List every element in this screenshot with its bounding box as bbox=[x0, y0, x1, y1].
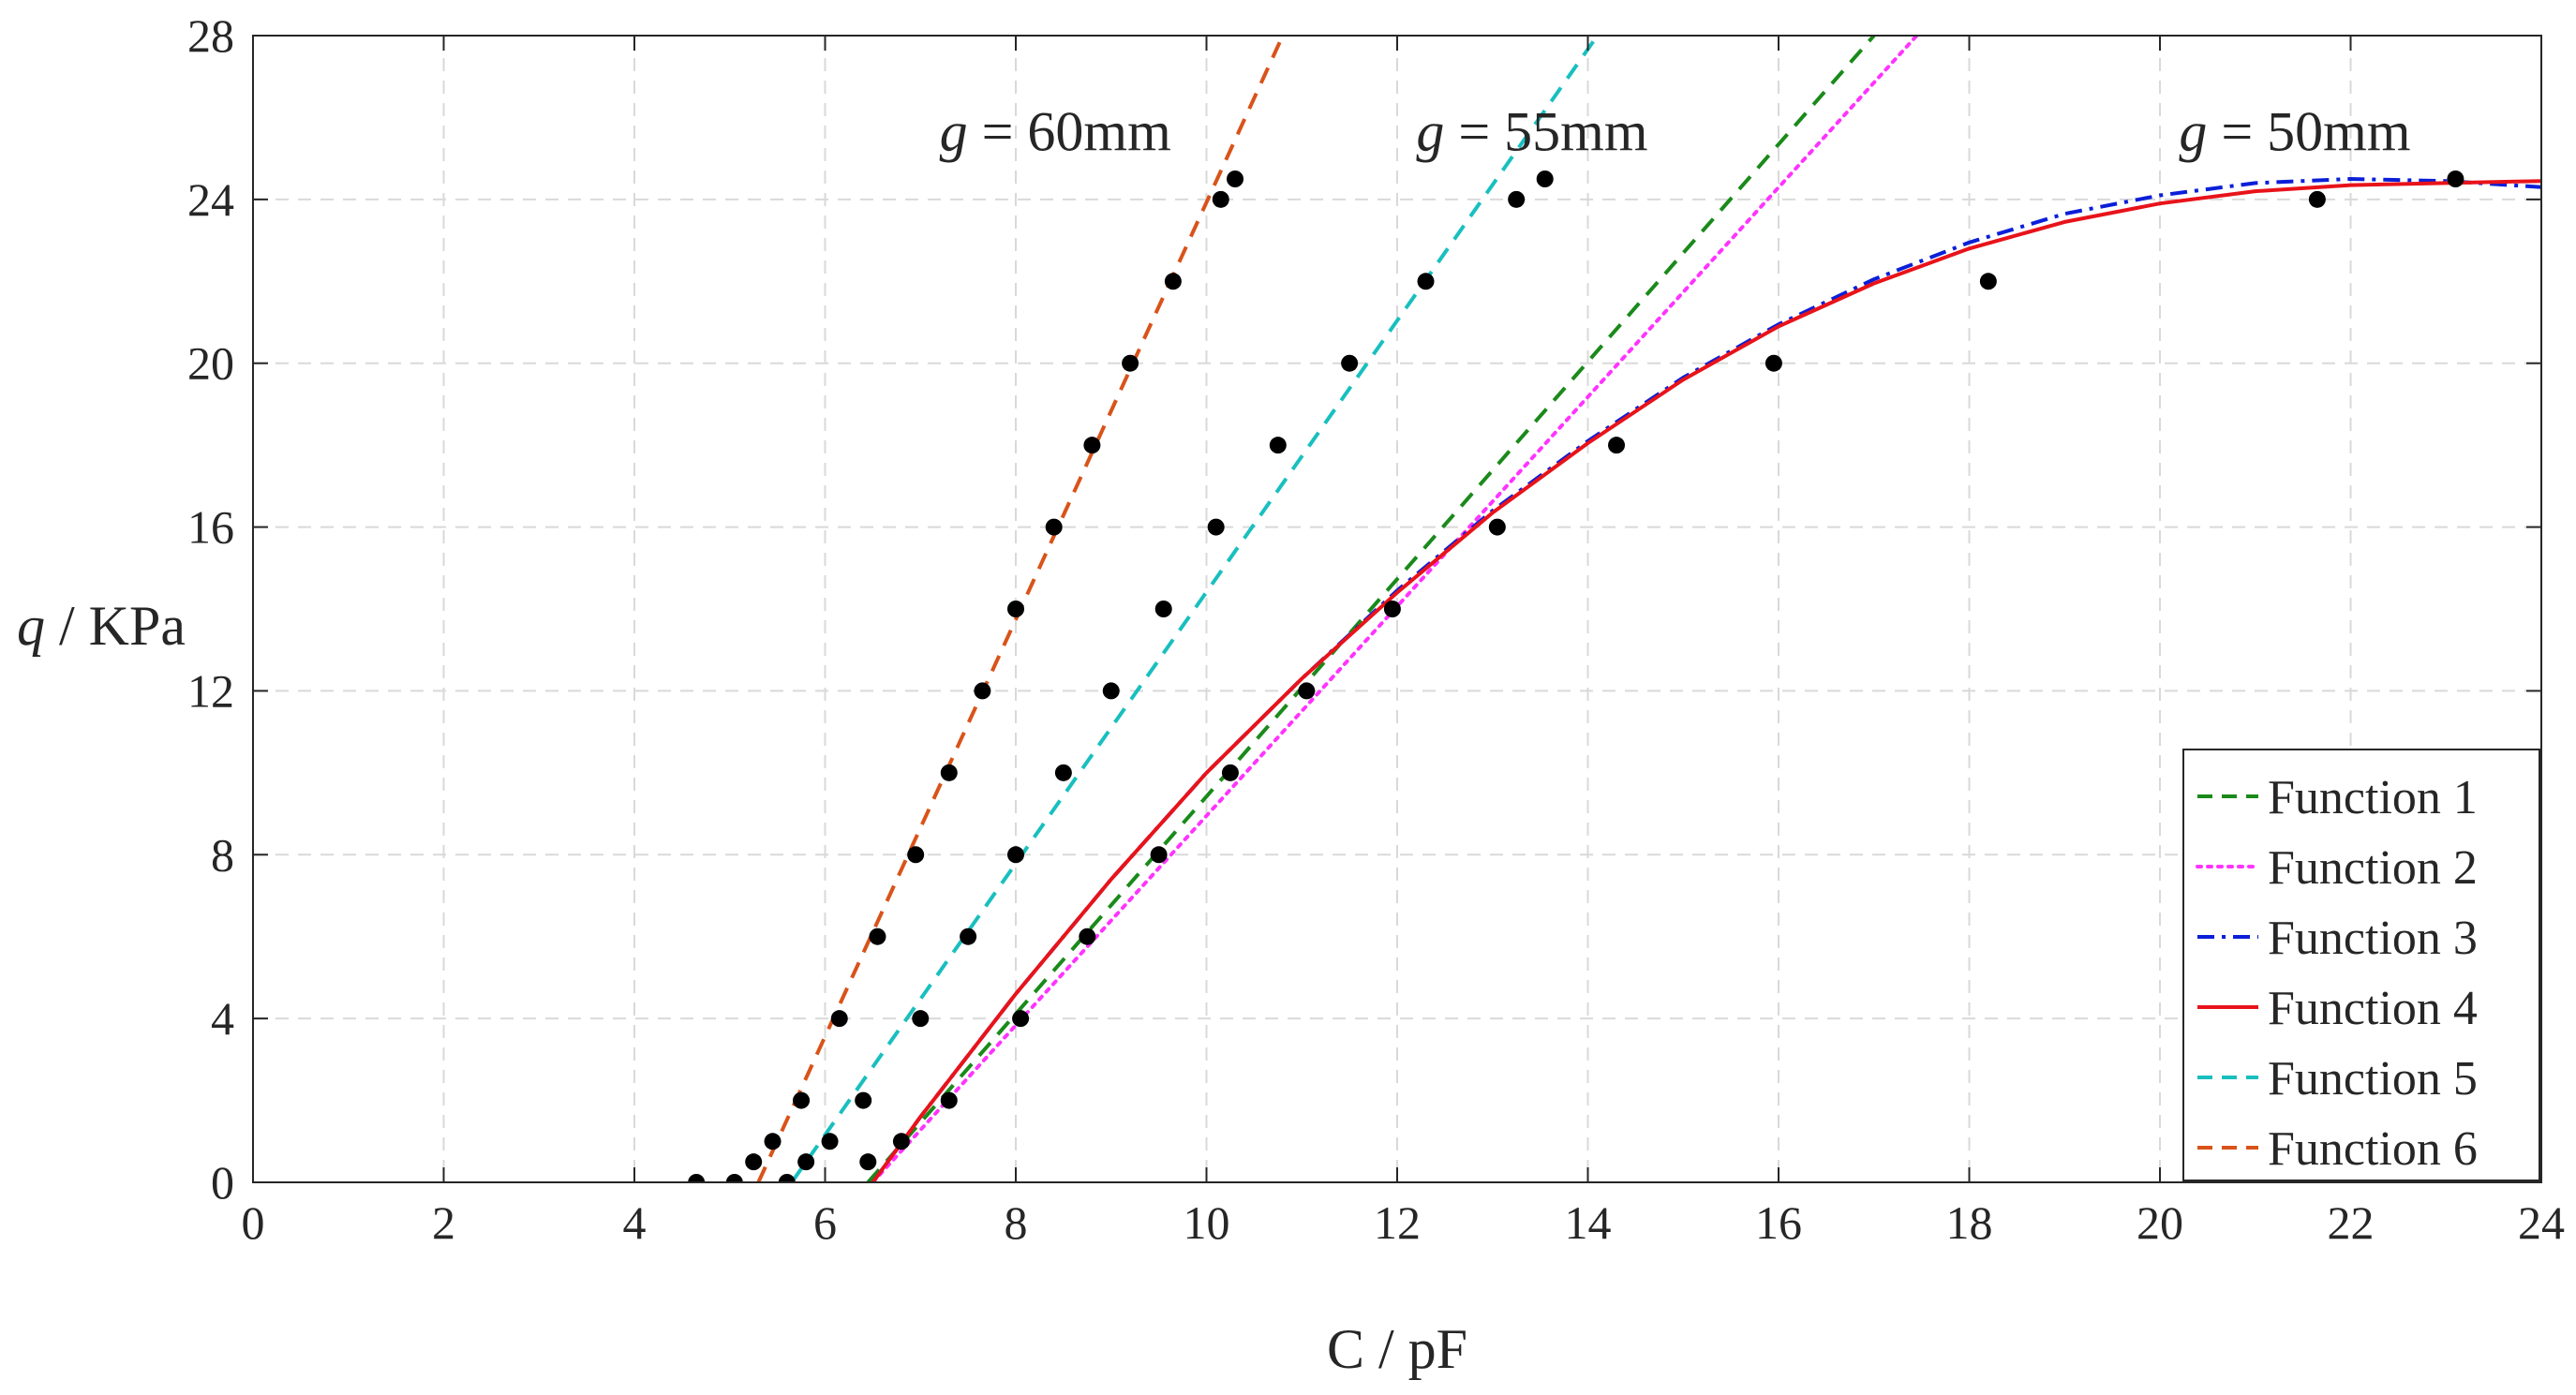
data-point bbox=[974, 682, 991, 700]
annotation-variable: g bbox=[2179, 100, 2207, 162]
y-tick-label: 12 bbox=[187, 664, 234, 717]
legend-label: Function 4 bbox=[2268, 982, 2478, 1035]
data-point bbox=[1054, 764, 1072, 781]
data-points bbox=[688, 171, 2464, 1182]
y-axis-label: q / KPa bbox=[17, 595, 186, 657]
data-point bbox=[793, 1091, 811, 1109]
data-point bbox=[1079, 928, 1096, 945]
data-point bbox=[688, 1174, 706, 1182]
data-point bbox=[940, 764, 958, 781]
data-point bbox=[1122, 354, 1139, 372]
data-point bbox=[940, 1091, 958, 1109]
data-point bbox=[797, 1153, 815, 1171]
data-point bbox=[1007, 846, 1024, 864]
y-tick-label: 16 bbox=[187, 501, 234, 554]
series-line-function-4 bbox=[871, 179, 2541, 1182]
legend-box bbox=[2182, 749, 2540, 1181]
data-point bbox=[1227, 171, 1244, 187]
data-point bbox=[1979, 273, 1997, 290]
annotations: g = 60mm g = 55mm g = 50mm bbox=[940, 100, 2411, 162]
data-point bbox=[1164, 273, 1182, 290]
data-point bbox=[1012, 1010, 1030, 1028]
data-point bbox=[960, 928, 977, 945]
data-point bbox=[821, 1133, 839, 1150]
data-point bbox=[1508, 190, 1526, 208]
data-point bbox=[1608, 437, 1626, 454]
data-point bbox=[859, 1153, 877, 1171]
legend-label: Function 2 bbox=[2268, 841, 2478, 895]
data-point bbox=[1150, 846, 1168, 864]
annotation-variable: g bbox=[1416, 100, 1444, 162]
data-point bbox=[2447, 171, 2464, 187]
data-point bbox=[745, 1153, 763, 1171]
data-point bbox=[1212, 190, 1229, 208]
data-point bbox=[892, 1133, 910, 1150]
x-tick-label: 20 bbox=[2137, 1196, 2183, 1249]
y-tick-label: 4 bbox=[211, 992, 234, 1045]
x-tick-label: 12 bbox=[1374, 1196, 1421, 1249]
data-point bbox=[725, 1174, 743, 1182]
data-point bbox=[855, 1091, 872, 1109]
legend-label: Function 6 bbox=[2268, 1122, 2478, 1176]
data-point bbox=[1007, 601, 1024, 617]
x-tick-label: 4 bbox=[623, 1196, 647, 1249]
y-tick-label: 28 bbox=[187, 9, 234, 62]
data-point bbox=[764, 1133, 782, 1150]
x-tick-label: 14 bbox=[1565, 1196, 1612, 1249]
data-point bbox=[1207, 518, 1225, 536]
y-tick-label: 24 bbox=[187, 173, 234, 226]
legend-label: Function 1 bbox=[2268, 771, 2478, 824]
data-point bbox=[1083, 437, 1101, 454]
y-axis-variable: q bbox=[17, 595, 45, 657]
data-point bbox=[869, 928, 886, 945]
series-line-function-5 bbox=[790, 36, 1600, 1182]
data-point bbox=[1221, 764, 1239, 781]
x-tick-label: 18 bbox=[1946, 1196, 1993, 1249]
x-tick-label: 8 bbox=[1005, 1196, 1028, 1249]
data-point bbox=[778, 1174, 796, 1182]
x-tick-label: 16 bbox=[1755, 1196, 1802, 1249]
legend-label: Function 3 bbox=[2268, 912, 2478, 965]
annotation-value: = 60mm bbox=[968, 100, 1171, 162]
gap-annotation: g = 50mm bbox=[2179, 100, 2410, 162]
data-point bbox=[1269, 437, 1287, 454]
annotation-value: = 55mm bbox=[1444, 100, 1647, 162]
data-point bbox=[907, 846, 925, 864]
data-point bbox=[1383, 601, 1401, 617]
data-point bbox=[2308, 190, 2326, 208]
x-tick-label: 6 bbox=[813, 1196, 837, 1249]
annotation-variable: g bbox=[940, 100, 968, 162]
legend: Function 1 Function 2 Function 3 Function 4… bbox=[2182, 749, 2540, 1181]
data-point bbox=[830, 1010, 848, 1028]
annotation-value: = 50mm bbox=[2207, 100, 2410, 162]
data-point bbox=[1488, 518, 1506, 536]
x-tick-label: 10 bbox=[1184, 1196, 1230, 1249]
x-tick-label: 22 bbox=[2328, 1196, 2375, 1249]
y-axis-unit: / KPa bbox=[45, 595, 186, 657]
y-tick-label: 8 bbox=[211, 828, 234, 881]
data-point bbox=[1298, 682, 1316, 700]
x-tick-label: 2 bbox=[432, 1196, 455, 1249]
legend-label: Function 5 bbox=[2268, 1052, 2478, 1106]
y-tick-label: 0 bbox=[211, 1156, 234, 1209]
data-point bbox=[912, 1010, 930, 1028]
data-point bbox=[1764, 354, 1782, 372]
data-point bbox=[1154, 601, 1172, 617]
data-point bbox=[1417, 273, 1435, 290]
gap-annotation: g = 55mm bbox=[1416, 100, 1647, 162]
x-tick-label: 24 bbox=[2518, 1196, 2565, 1249]
x-axis-label: C / pF bbox=[1327, 1318, 1467, 1380]
data-point bbox=[1536, 171, 1554, 187]
x-tick-label: 0 bbox=[242, 1196, 265, 1249]
series-line-function-1 bbox=[866, 36, 1876, 1182]
y-tick-label: 20 bbox=[187, 337, 234, 390]
data-point bbox=[1045, 518, 1063, 536]
data-point bbox=[1341, 354, 1359, 372]
data-point bbox=[1102, 682, 1120, 700]
gap-annotation: g = 60mm bbox=[940, 100, 1171, 162]
